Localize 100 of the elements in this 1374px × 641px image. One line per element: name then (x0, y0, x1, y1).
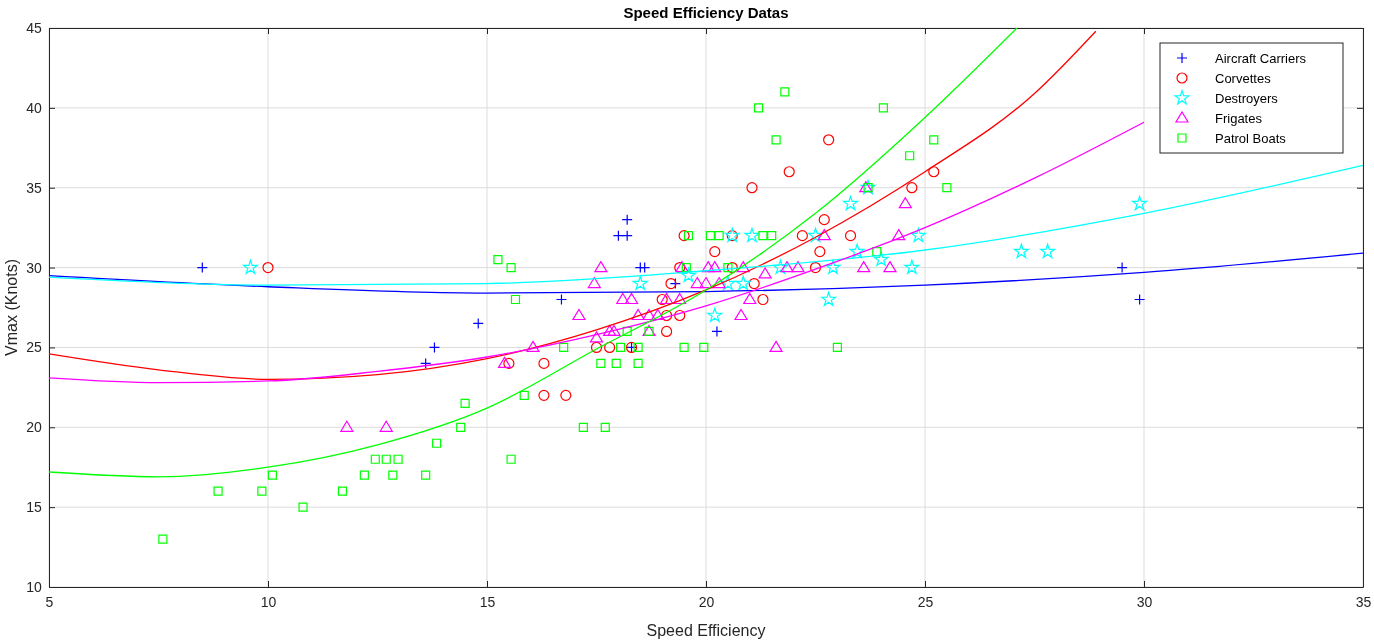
point (642, 308, 656, 321)
point (783, 166, 795, 178)
point (772, 259, 789, 275)
point (758, 231, 768, 241)
point (681, 262, 691, 273)
point (708, 260, 722, 273)
point (929, 135, 939, 145)
point (432, 438, 442, 448)
point (379, 420, 393, 432)
point (555, 293, 568, 306)
x-tick-label: 5 (45, 593, 54, 610)
line-series (49, 121, 1145, 384)
point (604, 341, 616, 354)
point (674, 309, 686, 322)
point (510, 294, 521, 305)
point (707, 307, 723, 322)
point (769, 340, 783, 353)
point (503, 357, 515, 369)
point (660, 325, 673, 338)
point (1132, 195, 1148, 211)
point (746, 182, 758, 194)
point (743, 292, 757, 305)
point (621, 214, 633, 226)
legend-label: Corvettes (1215, 71, 1272, 86)
point (906, 182, 918, 194)
point (873, 251, 889, 267)
point (780, 87, 790, 97)
y-tick-label: 45 (26, 19, 43, 36)
point (1116, 261, 1128, 274)
point (844, 230, 857, 242)
point (744, 227, 760, 243)
point (359, 470, 369, 480)
point (572, 308, 586, 321)
point (883, 260, 897, 273)
point (660, 309, 673, 322)
point (818, 214, 830, 226)
point (388, 470, 398, 480)
point (780, 260, 794, 273)
point (680, 267, 697, 283)
point (807, 227, 824, 243)
point (506, 454, 516, 464)
point (753, 103, 764, 113)
point (560, 389, 572, 401)
point (767, 231, 777, 241)
point (709, 246, 721, 258)
point (699, 342, 709, 353)
point (633, 358, 643, 368)
point (842, 195, 859, 211)
point (872, 247, 882, 257)
point (814, 246, 826, 258)
point (679, 342, 689, 353)
y-tick-label: 35 (26, 179, 43, 196)
x-tick-label: 35 (1355, 593, 1372, 610)
point (611, 358, 621, 368)
point (633, 342, 643, 353)
point (748, 277, 760, 290)
point (849, 243, 865, 259)
point (242, 259, 259, 275)
x-tick-label: 20 (698, 593, 715, 610)
y-tick-label: 10 (26, 578, 43, 595)
point (726, 261, 738, 274)
point (460, 398, 470, 408)
point (771, 135, 781, 145)
point (538, 357, 550, 369)
point (257, 486, 267, 496)
point (639, 261, 651, 274)
point (370, 454, 380, 464)
point (456, 422, 466, 432)
point (928, 166, 940, 178)
point (735, 275, 751, 291)
point (612, 230, 624, 242)
point (656, 293, 668, 306)
point (493, 254, 503, 265)
point (712, 276, 726, 289)
point (669, 277, 681, 290)
point (213, 486, 223, 496)
x-tick-label: 30 (1136, 593, 1153, 610)
point (267, 470, 277, 480)
point (621, 230, 633, 242)
point (817, 229, 831, 241)
line-series (49, 28, 1018, 478)
point (791, 260, 805, 273)
point (298, 502, 308, 512)
point (796, 230, 808, 242)
point (421, 470, 431, 480)
point (559, 342, 569, 353)
point (809, 261, 822, 274)
point (596, 358, 606, 368)
point (898, 197, 912, 209)
point (519, 390, 529, 400)
point (624, 292, 639, 305)
point (337, 486, 348, 496)
y-tick-label: 40 (26, 99, 43, 116)
point (340, 420, 354, 432)
point (1134, 293, 1146, 306)
point (678, 230, 690, 242)
point (600, 422, 610, 432)
point (651, 308, 665, 321)
line-series (49, 252, 1363, 294)
point (506, 262, 516, 273)
